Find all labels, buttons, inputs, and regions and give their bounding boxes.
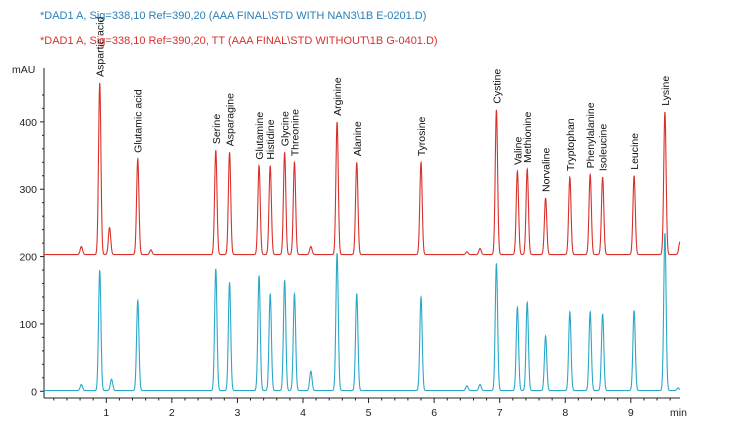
x-tick-label: 2 [169, 407, 175, 419]
peak-label: Glutamic acid [133, 89, 145, 153]
peak-label: Cystine [491, 69, 503, 104]
peak-label: Glycine [280, 111, 292, 146]
peak-label: Histidine [265, 119, 277, 159]
y-tick-label: 200 [19, 252, 37, 264]
y-tick-label: 300 [19, 184, 37, 196]
x-tick-label: 1 [103, 407, 109, 419]
legend-entry-with-nan3: *DAD1 A, Sig=338,10 Ref=390,20 (AAA FINA… [40, 10, 427, 22]
peak-label: Leucine [629, 133, 641, 170]
x-tick-label: 6 [431, 407, 437, 419]
y-axis-unit: mAU [12, 64, 35, 76]
peak-label: Asparagine [225, 93, 237, 146]
peak-label: Arginine [332, 77, 344, 116]
peak-label: Isoleucine [598, 124, 610, 171]
trace-with-nan3 [44, 233, 681, 392]
x-tick-label: 5 [366, 407, 372, 419]
peak-label: Threonine [289, 109, 301, 156]
legend-entry-without: *DAD1 A, Sig=338,10 Ref=390,20, TT (AAA … [40, 35, 438, 47]
x-tick-label: 8 [562, 407, 568, 419]
peak-label: Tyrosine [416, 116, 428, 156]
y-tick-label: 0 [31, 386, 37, 398]
peak-label: Valine [512, 136, 524, 165]
x-tick-label: 3 [235, 407, 241, 419]
trace-without-nan3 [44, 82, 681, 256]
peak-label: Phenylalanine [585, 102, 597, 168]
peak-label: Lysine [660, 76, 672, 106]
peak-label: Alanine [352, 121, 364, 156]
peak-label: Methionine [522, 111, 534, 163]
x-tick-label: 4 [300, 407, 306, 419]
x-tick-label: 7 [497, 407, 503, 419]
y-tick-label: 100 [19, 319, 37, 331]
peak-label: Tryptophan [565, 118, 577, 171]
x-axis-unit: min [670, 407, 687, 419]
peak-label: Norvaline [541, 147, 553, 192]
peak-label: Serine [211, 114, 223, 145]
y-tick-label: 400 [19, 117, 37, 129]
x-tick-label: 9 [628, 407, 634, 419]
peak-label: Aspartic acid [95, 17, 107, 77]
peak-label: Glutamine [254, 112, 266, 160]
